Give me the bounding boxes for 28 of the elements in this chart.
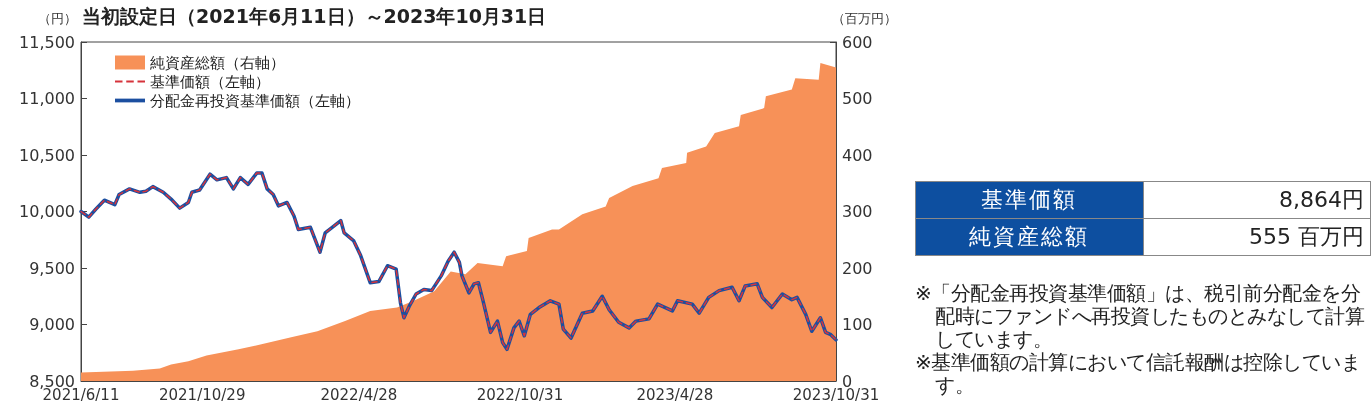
text: 555 百万円 [1143,218,1371,256]
text: 純資産総額 [915,218,1144,256]
y2-tick-label: 400 [842,145,873,165]
text: ※「分配金再投資基準価額」は、税引前分配金を分配時にファンドへ再投資したものとみなして計算しています。 [915,281,1365,351]
legend-label: 純資産総額（右軸） [150,53,285,72]
x-tick-label: 2021/10/29 [158,385,246,404]
y-tick-label: 10,500 [19,145,75,165]
y-tick-label: 10,000 [19,202,75,221]
x-tick-label: 2022/10/31 [476,385,564,404]
y2-tick-label: 200 [842,258,873,278]
y2-tick-label: 100 [842,315,873,334]
text: 8,864円 [1143,181,1371,219]
text: ※基準価額の計算において信託報酬は控除しています。 [915,350,1362,397]
y2-tick-label: 600 [842,32,873,52]
legend-label: 分配金再投資基準価額（左軸） [150,91,360,110]
y-tick-label: 11,500 [19,32,75,52]
y2-axis-title: （百万円） [832,10,897,28]
legend-label: 基準価額（左軸） [150,72,270,91]
y-axis-title: （円） [38,10,77,28]
y-tick-label: 11,000 [19,89,75,108]
y2-tick-label: 300 [842,202,873,221]
text: 基準価額 [915,181,1144,219]
y-tick-label: 9,000 [29,315,75,334]
y2-tick-label: 500 [842,89,873,108]
x-tick-label: 2023/4/28 [636,385,714,404]
y-tick-label: 9,500 [29,258,75,278]
chart-title: 当初設定日（2021年6月11日）～2023年10月31日 [82,4,547,29]
x-tick-label: 2022/4/28 [320,385,398,404]
